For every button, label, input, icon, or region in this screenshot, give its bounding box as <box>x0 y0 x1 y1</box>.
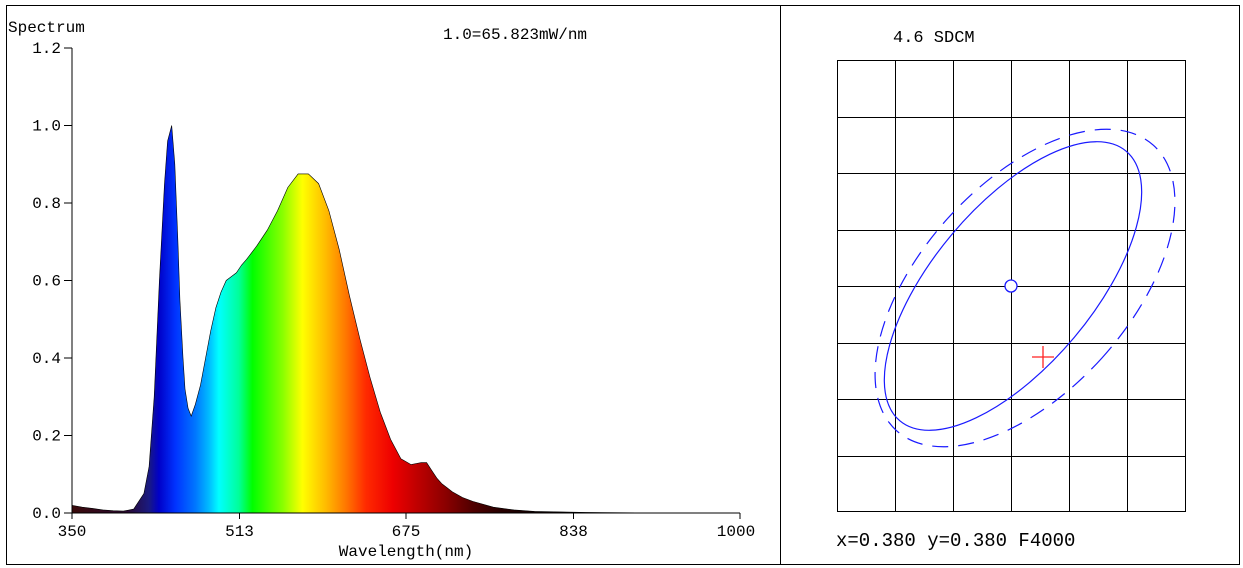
macadam-ellipse-inner <box>883 141 1143 431</box>
measured-point-marker <box>1032 346 1054 368</box>
y-tick-label: 0.6 <box>32 273 61 291</box>
sdcm-panel: 4.6 SDCM x=0.380 y=0.380 F4000 <box>836 29 1186 552</box>
x-ticks: 350 513 675 838 1000 <box>58 513 755 541</box>
y-tick-label: 0.0 <box>32 505 61 523</box>
outer-border <box>6 5 1240 565</box>
y-tick-label: 0.4 <box>32 350 61 368</box>
spectrum-area <box>71 125 741 514</box>
y-tick-label: 1.0 <box>32 118 61 136</box>
x-tick-label: 675 <box>392 523 421 541</box>
macadam-ellipse-outer <box>874 128 1176 448</box>
x-axis-label: Wavelength(nm) <box>339 543 473 561</box>
x-tick-label: 513 <box>225 523 254 541</box>
y-tick-label: 0.2 <box>32 428 61 446</box>
spectrum-title: Spectrum <box>8 19 85 37</box>
y-tick-label: 0.8 <box>32 195 61 213</box>
scale-note: 1.0=65.823mW/nm <box>443 26 587 44</box>
x-tick-label: 838 <box>559 523 588 541</box>
target-point-marker <box>1004 279 1018 293</box>
x-tick-label: 350 <box>58 523 87 541</box>
sdcm-title: 4.6 SDCM <box>893 29 975 48</box>
y-ticks: 0.0 0.2 0.4 0.6 0.8 1.0 1.2 <box>32 40 72 523</box>
chromaticity-readout: x=0.380 y=0.380 F4000 <box>836 530 1075 552</box>
x-tick-label: 1000 <box>717 523 755 541</box>
y-tick-label: 1.2 <box>32 40 61 58</box>
spectrum-panel: Spectrum 1.0=65.823mW/nm 0.0 0.2 0.4 0.6… <box>8 19 755 561</box>
